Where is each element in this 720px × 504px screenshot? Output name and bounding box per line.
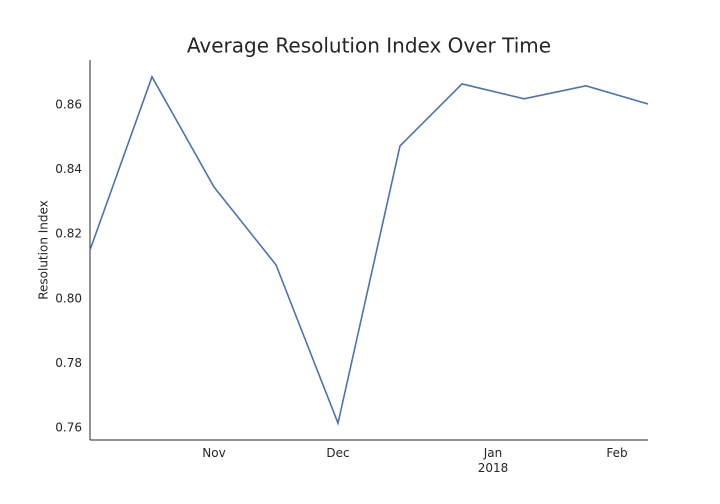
x-tick-label: Dec [326,446,350,460]
y-tick-label: 0.84 [55,162,82,176]
y-tick-label: 0.76 [55,421,82,435]
x-tick-label: Feb [606,446,628,460]
y-tick-label: 0.78 [55,356,82,370]
y-tick-label: 0.86 [55,97,82,111]
y-tick-label: 0.80 [55,291,82,305]
x-tick-label: Jan 2018 [477,446,509,475]
chart-title: Average Resolution Index Over Time [187,34,551,58]
y-axis-label: Resolution Index [37,200,51,300]
x-tick-label: Nov [202,446,226,460]
y-tick-label: 0.82 [55,227,82,241]
line-series [89,74,649,426]
